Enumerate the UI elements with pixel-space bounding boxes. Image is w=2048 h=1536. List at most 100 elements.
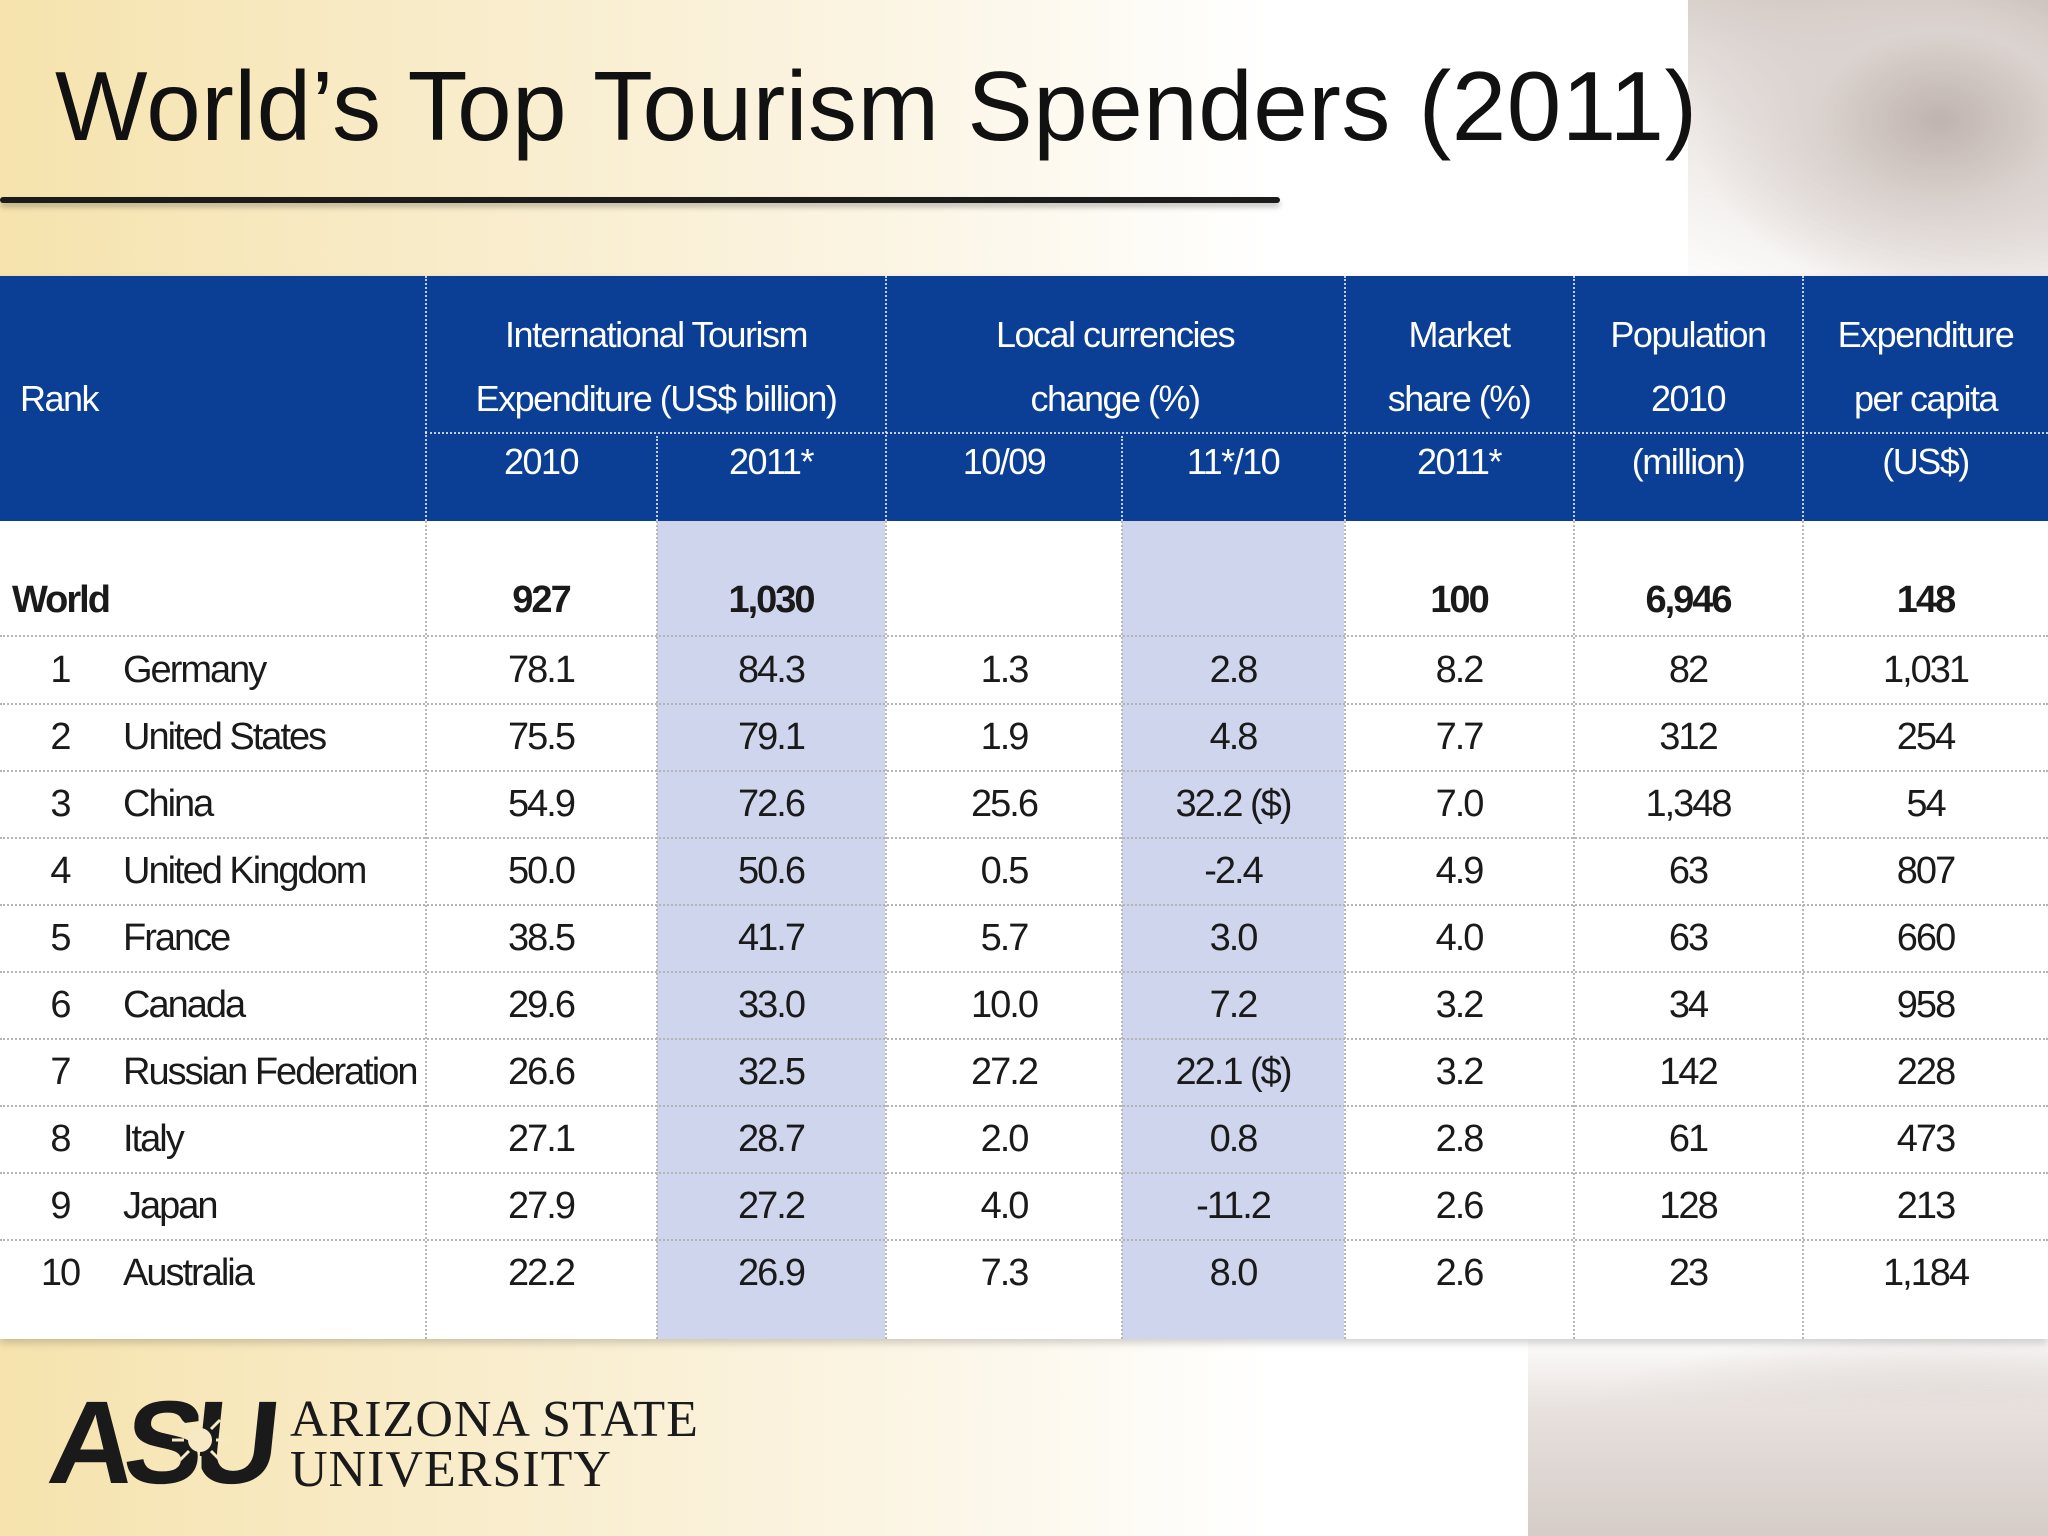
cur-1110-cell: 4.8 <box>1209 716 1259 758</box>
exp-2011-cell: 33.0 <box>738 984 806 1026</box>
population-cell: 63 <box>1668 917 1709 959</box>
asu-logo-line1: ARIZONA STATE <box>290 1391 699 1448</box>
world-exp-2010: 927 <box>512 579 571 621</box>
population-cell: 63 <box>1668 850 1709 892</box>
cur-1009-cell: 5.7 <box>980 917 1030 959</box>
row-separator <box>0 971 2048 973</box>
slide-title: World’s Top Tourism Spenders (2011) <box>55 51 1698 161</box>
column-divider <box>425 521 427 1339</box>
cur-1110-cell: 8.0 <box>1209 1252 1259 1294</box>
rank-cell: 5 <box>50 917 71 959</box>
exp-2010-cell: 26.6 <box>508 1051 576 1093</box>
per-capita-cell: 660 <box>1896 917 1956 959</box>
shaded-column-11-10 <box>1122 521 1344 1339</box>
shaded-column-2011 <box>657 521 885 1339</box>
cur-1110-cell: -11.2 <box>1196 1185 1272 1227</box>
table-row: 10 Australia 22.2 26.9 7.3 8.0 2.6 23 1,184 <box>0 1240 2048 1307</box>
exp-2011-cell: 26.9 <box>738 1252 806 1294</box>
population-cell: 23 <box>1668 1252 1709 1294</box>
country-cell: China <box>123 783 214 825</box>
table-row: 1 Germany 78.1 84.3 1.3 2.8 8.2 82 1,031 <box>0 637 2048 704</box>
per-capita-cell: 1,031 <box>1882 649 1970 691</box>
per-capita-cell: 54 <box>1906 783 1946 825</box>
exp-2010-cell: 38.5 <box>508 917 576 959</box>
exp-2010-cell: 27.9 <box>508 1185 576 1227</box>
country-cell: Australia <box>123 1252 255 1294</box>
header-divider <box>1573 276 1575 521</box>
header-share-line1: Market <box>1408 314 1511 355</box>
header-percap-line3: (US$) <box>1882 441 1970 482</box>
row-separator <box>0 770 2048 772</box>
header-divider <box>1344 276 1346 521</box>
country-cell: Italy <box>123 1118 185 1160</box>
population-cell: 128 <box>1659 1185 1718 1227</box>
share-cell: 2.8 <box>1435 1118 1485 1160</box>
table-header: Rank International Tourism Expenditure (… <box>0 276 2048 521</box>
exp-2010-cell: 27.1 <box>508 1118 576 1160</box>
header-exp-2011: 2011* <box>729 441 814 482</box>
column-divider <box>1344 521 1346 1339</box>
population-cell: 61 <box>1668 1118 1709 1160</box>
rank-cell: 2 <box>50 716 71 758</box>
exp-2011-cell: 50.6 <box>738 850 806 892</box>
header-currency-line2: change (%) <box>1030 378 1201 419</box>
cur-1009-cell: 1.9 <box>980 716 1030 758</box>
tourism-table: Rank International Tourism Expenditure (… <box>0 276 2048 1339</box>
share-cell: 8.2 <box>1435 649 1485 691</box>
header-rule <box>425 432 2048 434</box>
header-percap-line2: per capita <box>1853 378 1999 419</box>
sunburst-icon <box>172 1412 228 1468</box>
row-separator <box>0 1239 2048 1241</box>
rank-cell: 6 <box>50 984 71 1026</box>
rank-cell: 1 <box>50 649 71 691</box>
cur-1009-cell: 27.2 <box>971 1051 1039 1093</box>
share-cell: 3.2 <box>1435 984 1485 1026</box>
cur-1110-cell: 2.8 <box>1209 649 1259 691</box>
table-row: 7 Russian Federation 26.6 32.5 27.2 22.1 ($) 3… <box>0 1039 2048 1106</box>
cur-1110-cell: 32.2 ($) <box>1175 783 1293 825</box>
table-row: 6 Canada 29.6 33.0 10.0 7.2 3.2 34 958 <box>0 972 2048 1039</box>
header-share-line3: 2011* <box>1417 441 1502 482</box>
row-separator <box>0 1105 2048 1107</box>
exp-2011-cell: 84.3 <box>738 649 806 691</box>
background-photo-bottom <box>1528 1330 2048 1536</box>
share-cell: 4.9 <box>1435 850 1485 892</box>
header-share-line2: share (%) <box>1387 378 1532 419</box>
per-capita-cell: 958 <box>1896 984 1956 1026</box>
header-rank: Rank <box>20 378 100 419</box>
exp-2011-cell: 28.7 <box>738 1118 806 1160</box>
per-capita-cell: 228 <box>1896 1051 1956 1093</box>
table-row: 3 China 54.9 72.6 25.6 32.2 ($) 7.0 1,348 54 <box>0 771 2048 838</box>
rank-cell: 7 <box>50 1051 71 1093</box>
exp-2010-cell: 22.2 <box>508 1252 576 1294</box>
country-cell: Canada <box>123 984 246 1026</box>
row-separator <box>0 1172 2048 1174</box>
header-expenditure-line2: Expenditure (US$ billion) <box>475 378 838 419</box>
world-per-capita: 148 <box>1896 579 1956 621</box>
header-divider <box>425 276 427 521</box>
table-row: 2 United States 75.5 79.1 1.9 4.8 7.7 312 254 <box>0 704 2048 771</box>
world-label: World <box>12 579 111 621</box>
per-capita-cell: 213 <box>1896 1185 1956 1227</box>
row-separator <box>0 635 2048 637</box>
header-subdivider <box>656 436 658 521</box>
share-cell: 3.2 <box>1435 1051 1485 1093</box>
exp-2010-cell: 75.5 <box>508 716 576 758</box>
background-photo-top <box>1688 0 2048 300</box>
exp-2010-cell: 54.9 <box>508 783 576 825</box>
share-cell: 2.6 <box>1435 1252 1485 1294</box>
header-expenditure-line1: International Tourism <box>504 314 809 355</box>
share-cell: 7.7 <box>1435 716 1485 758</box>
exp-2011-cell: 41.7 <box>738 917 806 959</box>
row-separator <box>0 703 2048 705</box>
rank-cell: 9 <box>50 1185 71 1227</box>
header-divider <box>885 276 887 521</box>
cur-1009-cell: 7.3 <box>980 1252 1030 1294</box>
country-cell: France <box>123 917 231 959</box>
world-population: 6,946 <box>1645 579 1732 621</box>
per-capita-cell: 807 <box>1896 850 1956 892</box>
column-divider <box>1802 521 1804 1339</box>
population-cell: 1,348 <box>1645 783 1732 825</box>
cur-1110-cell: 22.1 ($) <box>1175 1051 1293 1093</box>
share-cell: 7.0 <box>1435 783 1485 825</box>
